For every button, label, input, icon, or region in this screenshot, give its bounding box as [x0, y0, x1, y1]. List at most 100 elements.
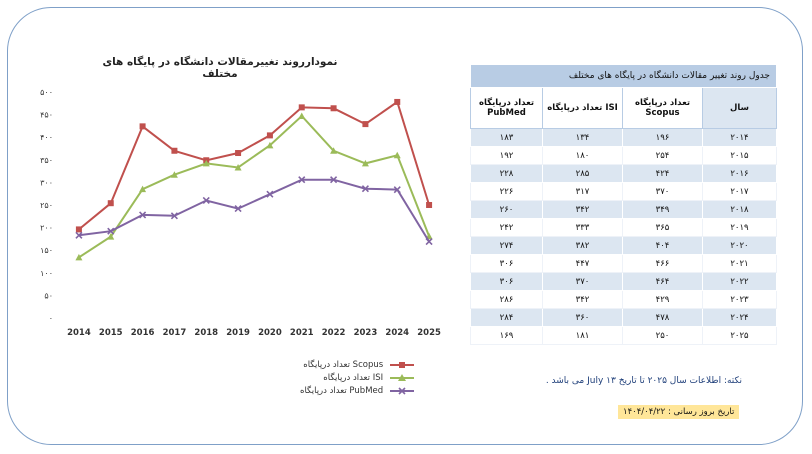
y-tick-label: ۲۰۰: [40, 224, 53, 233]
cell-isi: ۳۶۰: [542, 308, 623, 327]
cell-isi: ۲۸۵: [542, 164, 623, 183]
cell-scopus: ۴۶۶: [622, 254, 703, 273]
update-date: تاریخ بروز رسانی : ۱۴۰۴/۰۴/۲۲: [618, 405, 740, 419]
cell-year: ۲۰۱۶: [702, 164, 777, 183]
legend-item-isi: تعداد درپایگاه ISI: [300, 371, 415, 384]
data-point: [330, 176, 338, 184]
data-point: [425, 238, 433, 246]
data-point: [139, 185, 147, 193]
table-caption: جدول روند تغییر مقالات دانشگاه در پایگاه…: [470, 64, 777, 88]
series-line-2: [78, 178, 430, 243]
table-row: ۱۶۹ ۱۸۱ ۲۵۰ ۲۰۲۵: [470, 326, 777, 345]
cell-pubmed: ۲۲۶: [470, 182, 543, 201]
x-tick-label: 2021: [290, 328, 314, 338]
legend-label-pubmed: تعداد درپایگاه PubMed: [300, 385, 384, 396]
cell-isi: ۳۴۲: [542, 200, 623, 219]
x-tick-label: 2024: [385, 328, 409, 338]
cell-scopus: ۴۲۹: [622, 290, 703, 309]
cell-isi: ۳۷۰: [542, 272, 623, 291]
cell-pubmed: ۲۲۸: [470, 164, 543, 183]
data-point: [170, 171, 178, 178]
legend-swatch-pubmed: [390, 386, 415, 395]
data-point: [393, 186, 401, 194]
data-point: [202, 159, 210, 167]
table-row: ۱۸۳ ۱۳۴ ۱۹۶ ۲۰۱۴: [470, 128, 777, 147]
data-point: [139, 211, 147, 219]
y-tick-label: ۳۵۰: [40, 156, 53, 165]
table-row: ۲۷۴ ۳۸۲ ۴۰۴ ۲۰۲۰: [470, 236, 777, 255]
data-point: [171, 147, 178, 154]
data-point: [234, 205, 242, 213]
data-point: [426, 202, 433, 208]
y-tick-label: ۲۵۰: [40, 201, 53, 210]
cell-scopus: ۱۹۶: [622, 128, 703, 147]
legend-swatch-scopus: [390, 361, 415, 368]
y-tick-label: ۴۵۰: [40, 111, 53, 120]
x-tick-label: 2016: [131, 328, 155, 338]
table-row: ۳۰۶ ۳۷۰ ۴۶۴ ۲۰۲۲: [470, 272, 777, 291]
y-tick-label: ۵۰۰: [40, 88, 53, 97]
cell-pubmed: ۲۸۶: [470, 290, 543, 309]
cell-isi: ۳۳۳: [542, 218, 623, 237]
legend-item-pubmed: تعداد درپایگاه PubMed: [300, 384, 415, 397]
data-point: [75, 226, 82, 233]
data-point: [202, 196, 210, 205]
y-tick-label: ۳۰۰: [40, 178, 53, 187]
cell-isi: ۳۸۲: [542, 236, 623, 255]
y-tick-label: ۴۰۰: [40, 133, 53, 142]
cell-pubmed: ۲۶۰: [470, 200, 543, 219]
data-point: [266, 132, 273, 139]
cell-scopus: ۳۷۰: [622, 182, 703, 201]
data-point: [234, 163, 242, 171]
x-tick-label: 2018: [194, 328, 218, 338]
data-point: [266, 141, 274, 149]
table-row: ۲۸۶ ۳۴۲ ۴۲۹ ۲۰۲۳: [470, 290, 777, 309]
header-scopus: تعداد درپایگاه Scopus: [622, 87, 703, 129]
x-tick-label: 2015: [99, 328, 123, 338]
cell-scopus: ۴۰۴: [622, 236, 703, 255]
data-point: [362, 121, 369, 128]
x-tick-label: 2020: [258, 328, 282, 338]
cell-year: ۲۰۲۲: [702, 272, 777, 291]
data-point: [75, 253, 83, 261]
table-row: ۲۸۴ ۳۶۰ ۴۷۸ ۲۰۲۴: [470, 308, 777, 327]
cell-pubmed: ۳۰۶: [470, 254, 543, 273]
data-point: [266, 190, 274, 198]
data-point: [75, 231, 83, 239]
cell-year: ۲۰۲۰: [702, 236, 777, 255]
table-row: ۳۰۶ ۴۴۷ ۴۶۶ ۲۰۲۱: [470, 254, 777, 273]
x-tick-label: 2022: [322, 328, 346, 338]
data-point: [107, 233, 115, 240]
cell-pubmed: ۱۶۹: [470, 326, 543, 345]
line-chart: ۰ ۵۰ ۱۰۰ ۱۵۰ ۲۰۰ ۲۵۰ ۳۰۰ ۳۵۰ ۴۰۰ ۴۵۰ ۵۰۰ 2014 2015 20…: [40, 88, 441, 338]
note-text: نکته: اطلاعات سال ۲۰۲۵ تا تاریخ ۱۳ July …: [545, 376, 742, 386]
table-row: ۲۲۸ ۲۸۵ ۴۲۴ ۲۰۱۶: [470, 164, 777, 183]
cell-year: ۲۰۱۹: [702, 218, 777, 237]
cell-year: ۲۰۲۴: [702, 308, 777, 327]
y-tick-label: ۱۰۰: [40, 269, 53, 278]
cell-isi: ۱۸۰: [542, 146, 623, 165]
legend-label-isi: تعداد درپایگاه ISI: [323, 372, 384, 383]
cell-year: ۲۰۱۵: [702, 146, 777, 165]
table-row: ۲۲۶ ۳۱۷ ۳۷۰ ۲۰۱۷: [470, 182, 777, 201]
header-pubmed: تعداد درپایگاه PubMed: [470, 87, 543, 129]
cell-isi: ۱۸۱: [542, 326, 623, 345]
series-line-1: [78, 114, 431, 259]
chart-title: نمودارروند تغییرمقالات دانشگاه در پایگاه…: [102, 56, 338, 80]
x-tick-label: 2025: [417, 328, 441, 338]
x-tick-label: 2023: [354, 328, 378, 338]
cell-scopus: ۲۵۴: [622, 146, 703, 165]
cell-pubmed: ۲۸۴: [470, 308, 543, 327]
data-point: [298, 112, 306, 119]
data-point: [139, 123, 146, 130]
cell-isi: ۴۴۷: [542, 254, 623, 273]
legend-label-scopus: تعداد درپایگاه Scopus: [303, 359, 384, 370]
data-point: [170, 212, 178, 220]
y-tick-label: ۱۵۰: [40, 246, 53, 255]
cell-year: ۲۰۱۷: [702, 182, 777, 201]
data-point: [361, 185, 369, 193]
data-point: [298, 104, 305, 111]
cell-scopus: ۲۵۰: [622, 326, 703, 345]
x-tick-label: 2019: [226, 328, 250, 338]
data-point: [330, 147, 338, 154]
